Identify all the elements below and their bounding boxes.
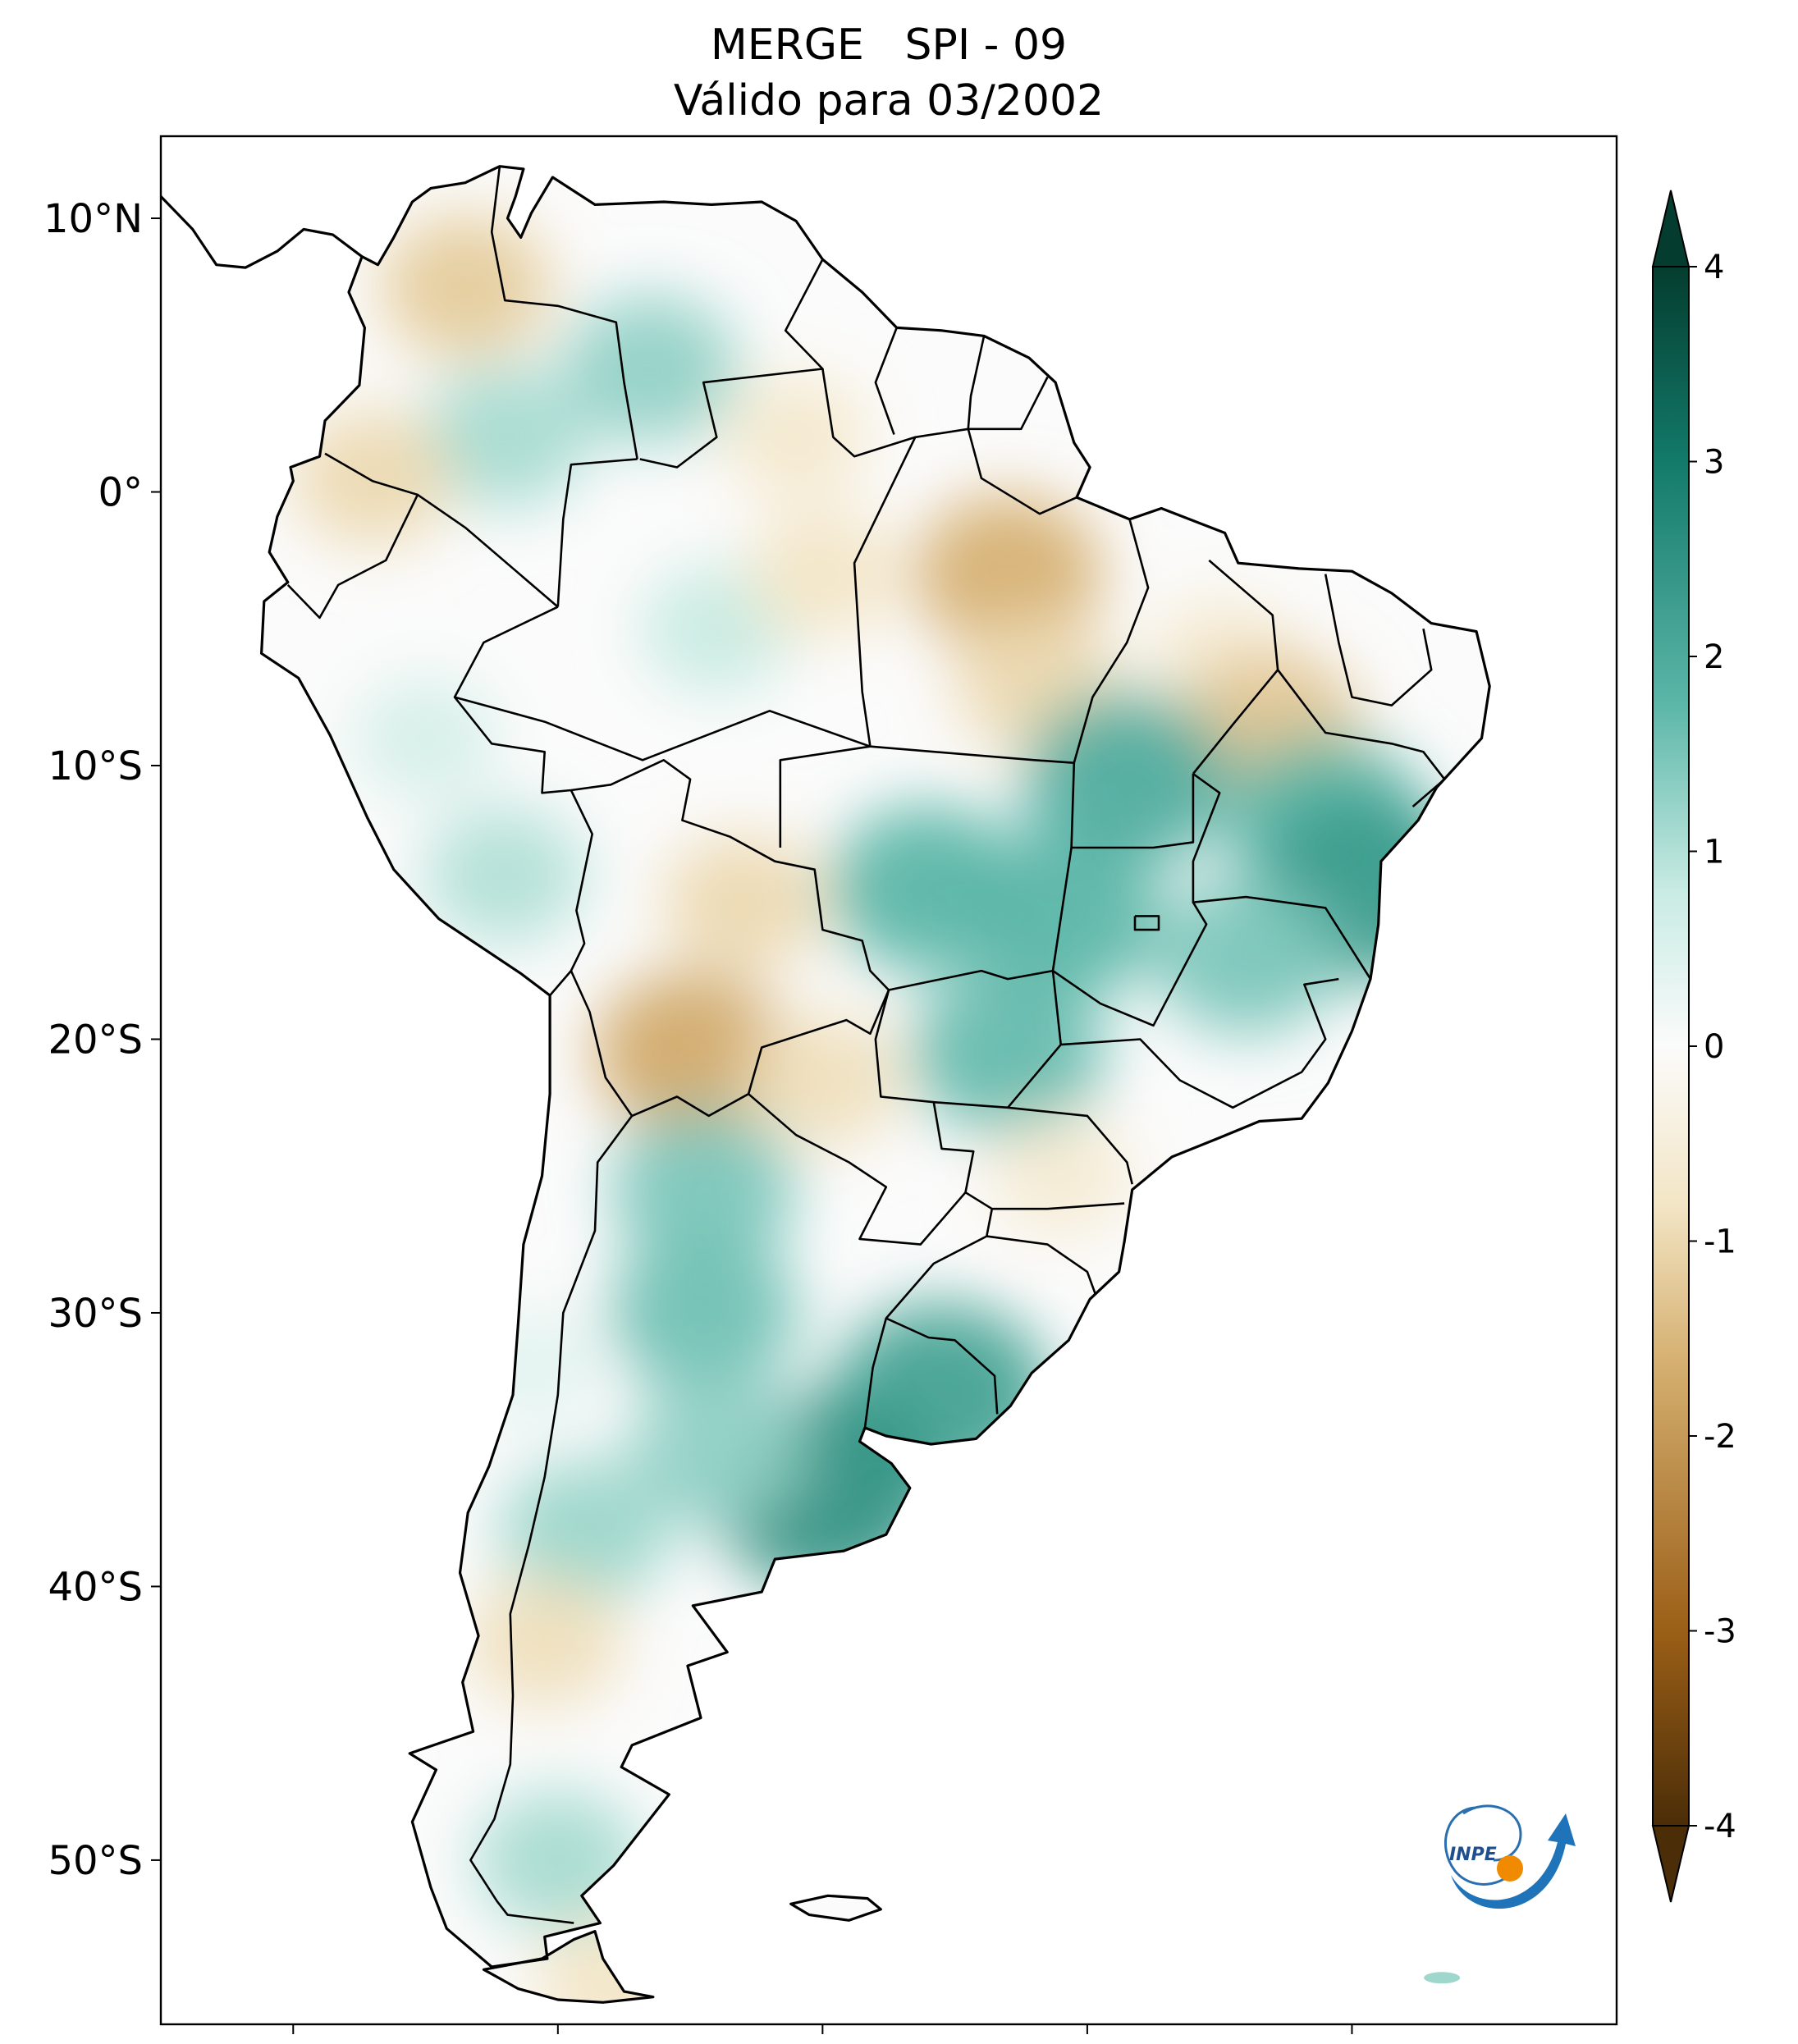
state-ceara-rn-pb: [1324, 574, 1433, 706]
map-title: MERGE SPI - 09: [711, 21, 1067, 70]
y-tick-label: 10°N: [43, 196, 143, 242]
anomaly-venezuela-south: [563, 295, 739, 443]
anomaly-argentina-north: [611, 1111, 796, 1269]
colorbar-tick-label: 2: [1704, 638, 1724, 676]
border-guyana-suriname: [874, 327, 898, 435]
map-frame: [159, 135, 1618, 2026]
y-tick-label: 50°S: [48, 1838, 143, 1884]
anomaly-peru-south: [424, 807, 586, 944]
border-venezuela-guyana: [639, 258, 824, 469]
border-ecuador-peru: [286, 494, 419, 620]
anomaly-bolivia-lowlands: [662, 834, 824, 971]
country-borders: [286, 166, 1446, 1924]
latitude-axis: 10°N 0° 10°S 20°S 30°S 40°S 50°S: [43, 196, 161, 1884]
state-para-tocantins-maranhao: [1073, 519, 1150, 764]
longitude-axis: 80°W70°W60°W50°W40°W: [292, 2024, 1353, 2034]
anomaly-colombia-north: [380, 214, 551, 359]
anomaly-argentina-central: [609, 1232, 798, 1393]
border-bolivia-brazil: [570, 759, 890, 991]
colorbar-tick-label: -4: [1704, 1808, 1736, 1845]
colorbar-tick-label: -2: [1704, 1418, 1736, 1456]
state-df: [1133, 915, 1160, 931]
anomaly-pampas: [629, 1375, 804, 1525]
state-tocantins-goias: [1070, 762, 1195, 849]
colorbar-extend-max: [1651, 190, 1690, 268]
state-pr-sp: [1007, 1106, 1133, 1185]
anomaly-tocantins: [1023, 691, 1231, 867]
y-tick-label: 20°S: [48, 1017, 143, 1063]
state-pr-sc: [991, 1202, 1125, 1210]
anomaly-bolivia-south: [593, 971, 787, 1136]
state-sp-mg-rj: [1060, 977, 1339, 1109]
colorbar-tick-label: -1: [1704, 1223, 1736, 1261]
anomaly-colombia-amazon: [422, 367, 588, 508]
border-paraguay-argentina: [748, 1093, 967, 1246]
colorbar-tick-label: 4: [1704, 249, 1724, 286]
spi-anomalies: [292, 214, 1475, 2003]
colorbar-tick-label: -3: [1704, 1613, 1736, 1651]
inpe-logo: INPE: [1444, 1804, 1576, 1909]
south-georgia-island: [1424, 1972, 1461, 1984]
anomaly-peru: [354, 677, 497, 799]
y-tick-label: 0°: [98, 470, 143, 516]
state-amazonas-para: [853, 437, 917, 747]
state-para-matogrosso: [870, 745, 1074, 764]
anomaly-parana: [989, 1115, 1132, 1237]
colorbar-tick-label: 1: [1704, 834, 1724, 871]
state-pe-al-se: [1277, 669, 1446, 807]
anomaly-minas-gerais: [1154, 879, 1338, 1036]
islands: [1424, 1972, 1461, 1984]
anomaly-ms-sp: [911, 971, 1105, 1136]
colorbar: 4 3 2 1 0 -1 -2 -3 -4: [1651, 190, 1736, 1903]
colorbar-ticks: 4 3 2 1 0 -1 -2 -3 -4: [1689, 249, 1736, 1845]
logo-arrow-icon: [1451, 1813, 1576, 1909]
anomaly-para-east: [913, 494, 1102, 655]
border-chile-argentina: [469, 1115, 634, 1924]
coastline: [161, 165, 1491, 2004]
colorbar-extend-min: [1651, 1825, 1690, 1903]
colorbar-tick-label: 0: [1704, 1028, 1724, 1066]
state-ms-sp-pr: [933, 970, 1062, 1109]
anomaly-chaco: [744, 1013, 901, 1147]
border-peru-brazil: [453, 606, 572, 794]
y-tick-label: 30°S: [48, 1291, 143, 1337]
border-peru-bolivia-chile: [549, 789, 593, 996]
anomaly-patagonia-north: [499, 1459, 670, 1604]
state-amapa-para: [967, 428, 1077, 515]
border-colombia-brazil: [556, 458, 638, 607]
border-colombia-venezuela: [490, 166, 638, 460]
anomaly-guyana-shield: [722, 374, 870, 500]
border-suriname-fguiana: [967, 336, 986, 429]
colorbar-tick-label: 3: [1704, 444, 1724, 482]
logo-orbit-icon: [1444, 1806, 1518, 1886]
anomaly-patagonia-central: [466, 1575, 623, 1708]
y-tick-label: 40°S: [48, 1564, 143, 1610]
y-tick-label: 10°S: [48, 743, 143, 789]
border-uruguay-brazil: [885, 1317, 999, 1415]
border-bolivia-paraguay: [747, 989, 890, 1095]
map-subtitle: Válido para 03/2002: [674, 76, 1104, 126]
map-area: [161, 136, 1617, 2024]
state-mt-ms-go: [888, 847, 1073, 991]
anomaly-amazon-central: [747, 510, 899, 639]
logo-text: INPE: [1449, 1845, 1497, 1865]
state-rondonia-matogrosso: [779, 745, 871, 848]
colorbar-gradient: [1653, 267, 1689, 1826]
state-sc-rs: [986, 1235, 1096, 1295]
state-goias-mg: [1052, 902, 1208, 1027]
state-amazonas-acre-rondonia: [454, 696, 871, 761]
logo-sun-icon: [1497, 1855, 1523, 1882]
anomaly-ecuador-colombia: [292, 409, 453, 547]
